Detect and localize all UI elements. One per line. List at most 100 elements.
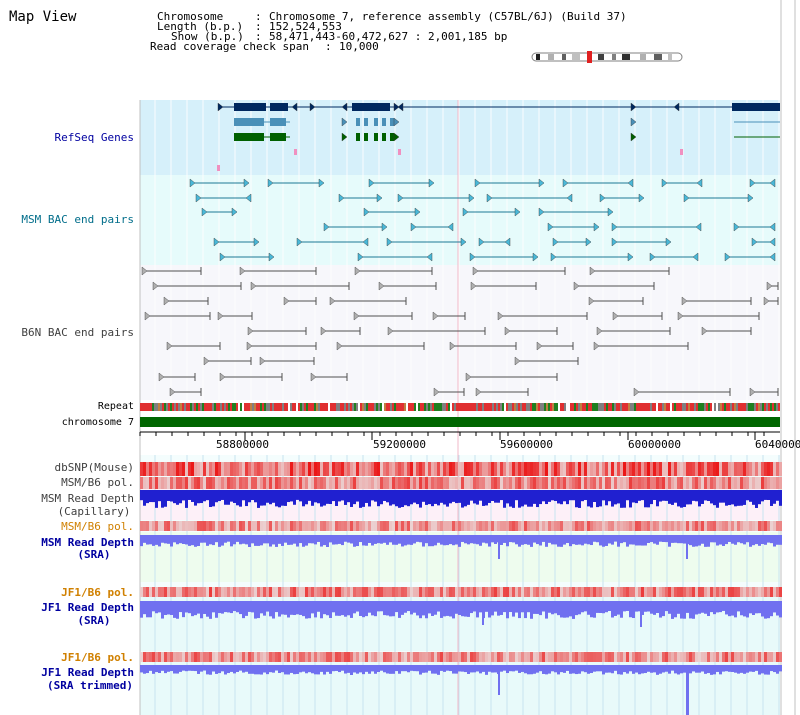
heat-cell [242,587,245,597]
heat-cell [149,462,152,476]
depth-bar [254,665,257,675]
heat-cell [677,521,680,531]
heat-cell [305,652,308,662]
depth-bar [626,601,629,611]
depth-bar [179,535,182,544]
depth-bar [374,665,377,674]
repeat-element [232,403,234,411]
depth-bar [602,601,605,614]
heat-cell [626,462,629,476]
depth-bar [665,535,668,543]
depth-bar [473,535,476,544]
depth-bar [257,665,260,675]
depth-bar [254,535,257,546]
heat-cell [179,521,182,531]
depth-bar [200,665,203,672]
depth-bar [485,490,488,506]
repeat-element [236,403,238,411]
heat-cell [386,462,389,476]
heat-cell [557,477,560,489]
repeat-element [686,403,688,411]
heat-cell [170,521,173,531]
depth-bar [704,535,707,547]
heat-cell [143,521,146,531]
depth-spike [498,665,500,695]
heat-cell [353,587,356,597]
repeat-element [366,403,368,411]
heat-cell [527,477,530,489]
depth-bar [533,665,536,674]
heat-cell [599,652,602,662]
heat-cell [185,587,188,597]
track-label-refseq[interactable]: RefSeq Genes [54,131,134,144]
heat-cell [374,587,377,597]
depth-bar [413,535,416,544]
heat-cell [779,462,782,476]
depth-bar [536,601,539,614]
depth-bar [482,535,485,543]
heat-cell [299,587,302,597]
repeat-element [496,403,498,411]
depth-bar [650,490,653,505]
heat-cell [635,477,638,489]
heat-cell [422,477,425,489]
depth-bar [644,490,647,508]
depth-bar [173,665,176,674]
heat-cell [359,521,362,531]
heat-cell [773,521,776,531]
heat-cell [590,521,593,531]
depth-bar [695,490,698,502]
heat-cell [389,652,392,662]
heat-cell [692,477,695,489]
repeat-element [778,403,780,411]
heat-cell [716,521,719,531]
heat-cell [764,652,767,662]
repeat-element [602,403,604,411]
track-label-msm-bac[interactable]: MSM BAC end pairs [21,213,134,226]
heat-cell [599,587,602,597]
bac-end-marker [475,387,482,397]
depth-bar [197,535,200,547]
depth-bar [437,601,440,612]
heat-cell [737,652,740,662]
track-label-b6n-bac[interactable]: B6N BAC end pairs [21,326,134,339]
heat-cell [380,521,383,531]
track-label-msm-b6-pol-1: MSM/B6 pol. [61,476,134,489]
depth-bar [503,535,506,543]
depth-bar [140,601,143,618]
depth-bar [311,601,314,614]
depth-bar [248,665,251,674]
heat-cell [503,652,506,662]
depth-bar [419,490,422,508]
repeat-element [750,403,752,411]
depth-bar [491,601,494,616]
heat-cell [212,587,215,597]
depth-bar [560,665,563,673]
heat-cell [680,462,683,476]
heat-cell [530,652,533,662]
heat-cell [641,521,644,531]
heat-cell [476,587,479,597]
heat-cell [677,652,680,662]
depth-bar [575,665,578,675]
heat-cell [221,587,224,597]
depth-bar [551,490,554,501]
heat-cell [434,652,437,662]
depth-bar [530,535,533,547]
repeat-element [426,403,428,411]
heat-cell [704,477,707,489]
heat-cell [566,652,569,662]
depth-bar [686,601,689,613]
heat-cell [734,477,737,489]
heat-cell [563,521,566,531]
depth-bar [275,665,278,671]
heat-cell [623,521,626,531]
heat-cell [752,587,755,597]
depth-bar [194,601,197,616]
heat-cell [200,521,203,531]
bac-end-marker [246,341,253,351]
repeat-element [144,403,146,411]
heat-cell [653,521,656,531]
depth-bar [698,601,701,614]
